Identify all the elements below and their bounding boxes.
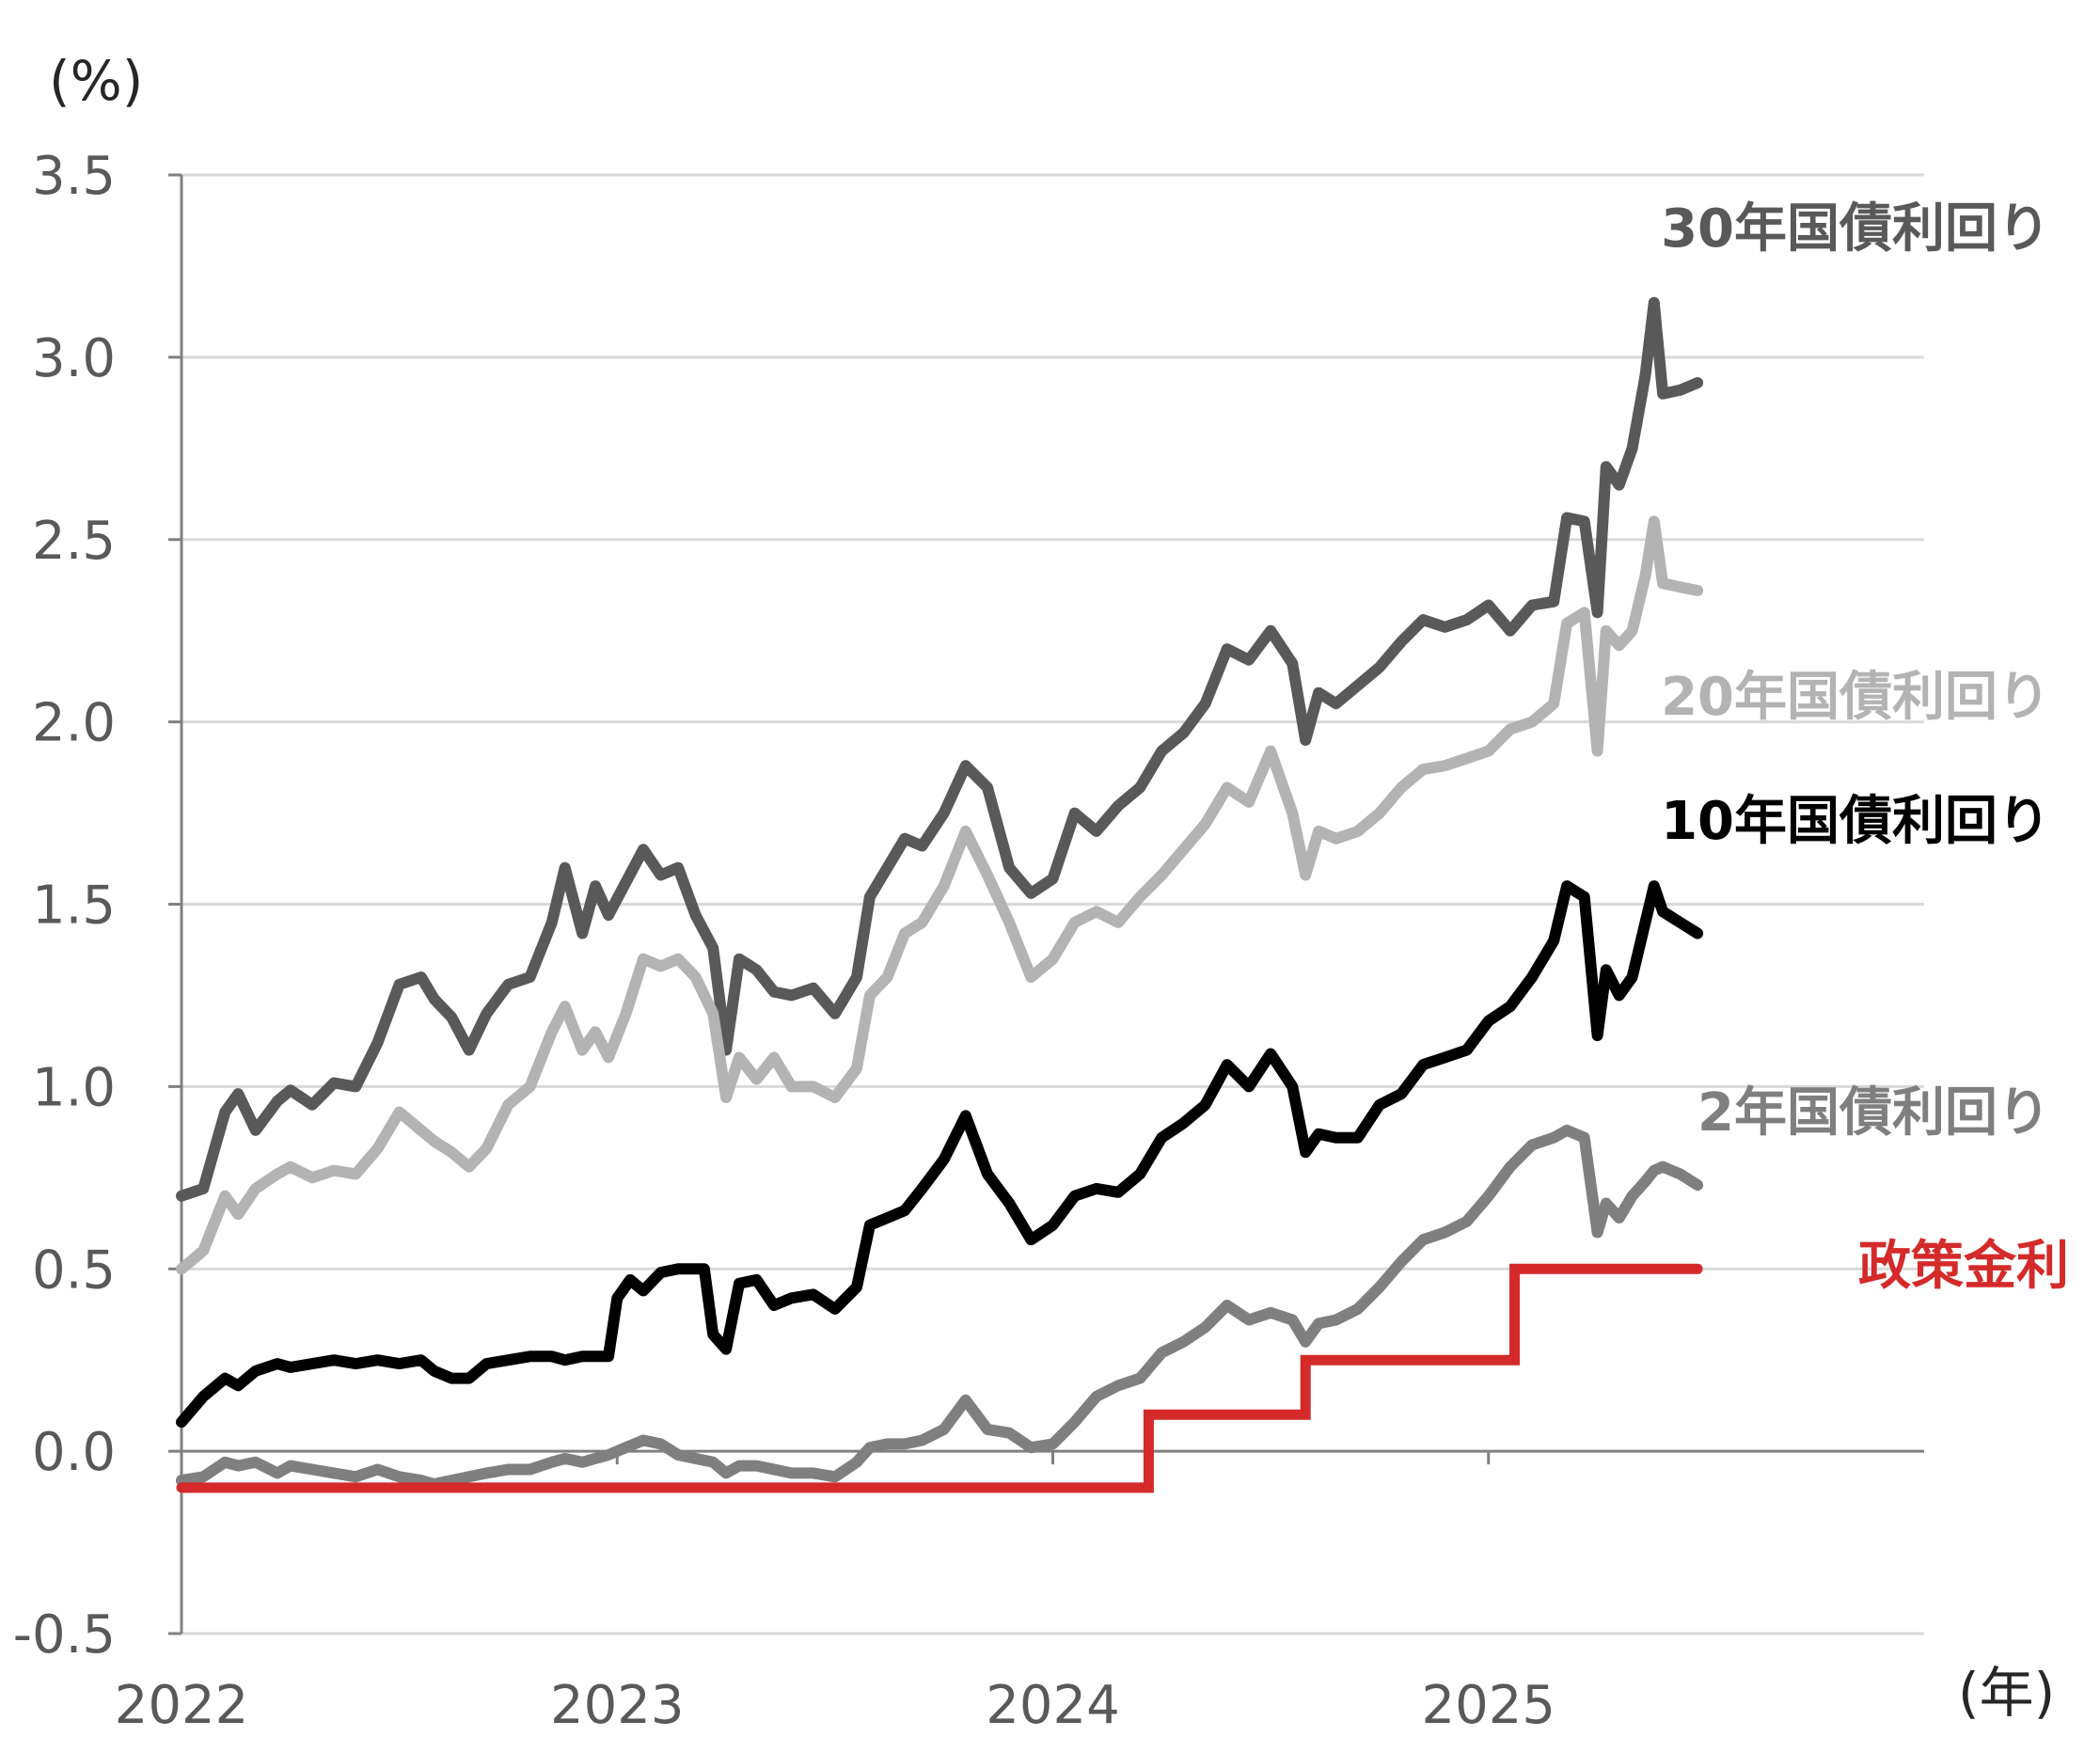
x-tick-label: 2023 [550, 1675, 685, 1736]
x-unit-label: (年) [1958, 1661, 2055, 1725]
y-tick-label: 3.5 [32, 146, 116, 207]
y-tick-label: 2.5 [32, 511, 116, 572]
x-tick-label: 2024 [986, 1675, 1120, 1736]
y-tick-label: 1.0 [32, 1057, 116, 1118]
y-tick-label: 0.5 [32, 1240, 116, 1301]
y-tick-label: 1.5 [32, 876, 116, 937]
series-label: 20年国債利回り [1661, 667, 2050, 728]
grid-layer [182, 173, 1924, 1271]
series-label: 10年国債利回り [1661, 791, 2050, 852]
y-tick-label: 0.0 [32, 1422, 116, 1483]
series-line [176, 296, 1704, 1202]
y-tick-label: -0.5 [13, 1604, 116, 1666]
axis-layer: 3.5 3.0 2.5 2.0 1.5 1.0 0.5 0.0 -0.5 2022 2023 2024… [13, 146, 1924, 1736]
y-tick-label: 2.0 [32, 693, 116, 754]
x-tick-label: 2022 [115, 1675, 249, 1736]
series-line [176, 880, 1704, 1429]
series-line [176, 1124, 1704, 1490]
x-tick-label: 2025 [1421, 1675, 1555, 1736]
series-label: 30年国債利回り [1661, 198, 2050, 260]
series-label: 政策金利 [1858, 1236, 2069, 1297]
y-unit-label: (%) [49, 49, 143, 113]
series-layer [176, 296, 1704, 1493]
series-line [176, 515, 1704, 1275]
series-label: 2年国債利回り [1697, 1082, 2050, 1144]
series-line [176, 1263, 1703, 1493]
y-tick-label: 3.0 [32, 328, 116, 389]
